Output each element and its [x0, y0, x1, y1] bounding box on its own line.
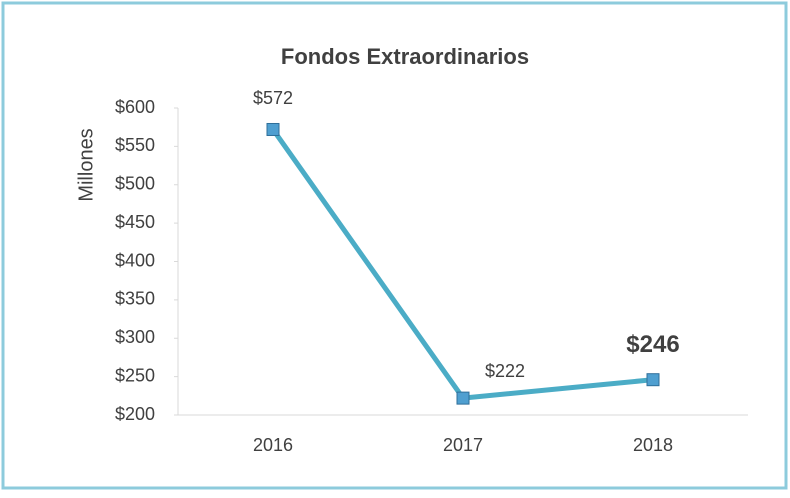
marker — [646, 373, 660, 387]
data-label: $246 — [626, 331, 679, 358]
y-tick-label: $400 — [115, 250, 155, 270]
x-tick-label: 2017 — [443, 435, 483, 455]
data-label: $572 — [253, 88, 293, 108]
y-tick-label: $200 — [115, 404, 155, 424]
data-label: $222 — [485, 361, 525, 381]
y-tick-label: $450 — [115, 212, 155, 232]
y-tick-label: $600 — [115, 97, 155, 117]
marker — [266, 122, 280, 136]
frame — [1, 1, 788, 490]
y-tick-label: $250 — [115, 365, 155, 385]
y-tick-label: $550 — [115, 135, 155, 155]
chart-title: Fondos Extraordinarios — [281, 44, 529, 69]
marker — [456, 391, 470, 405]
y-tick-label: $300 — [115, 327, 155, 347]
y-tick-label: $350 — [115, 289, 155, 309]
y-axis-label: Millones — [75, 128, 97, 201]
x-tick-label: 2018 — [633, 435, 673, 455]
y-tick-label: $500 — [115, 174, 155, 194]
x-tick-label: 2016 — [253, 435, 293, 455]
